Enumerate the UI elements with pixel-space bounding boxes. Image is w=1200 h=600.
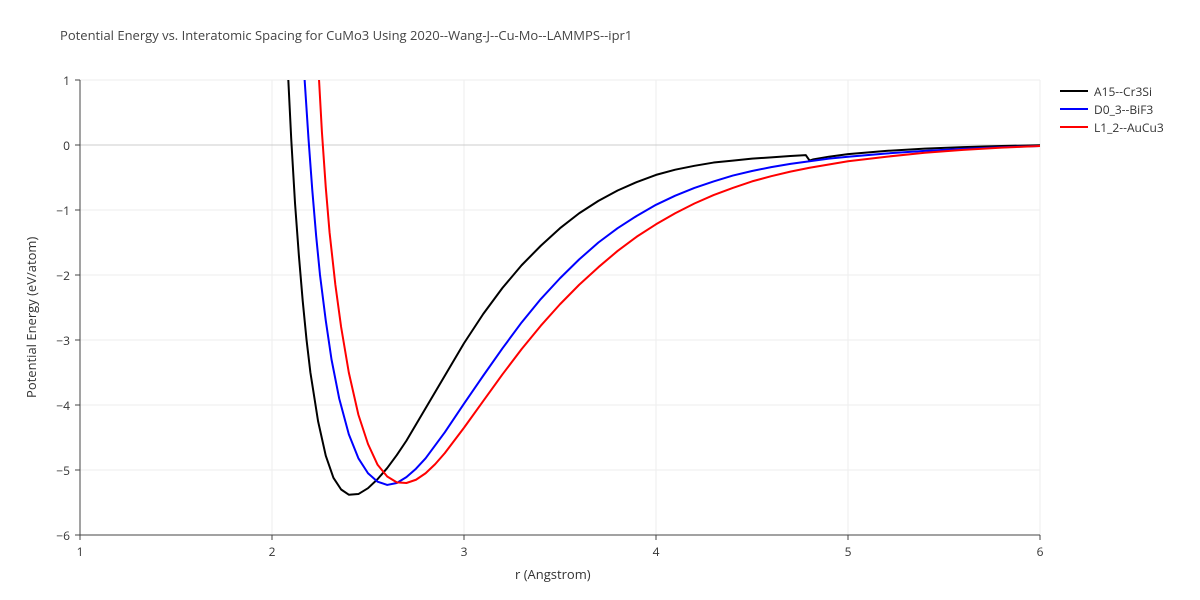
x-tick-label: 1 (65, 543, 95, 560)
y-tick-label: −3 (30, 332, 70, 349)
y-tick-label: −2 (30, 267, 70, 284)
legend-item[interactable]: A15--Cr3Si (1060, 82, 1164, 100)
legend-label: D0_3--BiF3 (1094, 101, 1153, 118)
y-tick-label: 0 (30, 137, 70, 154)
x-axis-label: r (Angstrom) (515, 565, 591, 583)
legend-swatch (1060, 90, 1088, 92)
legend-label: A15--Cr3Si (1094, 83, 1152, 100)
legend-item[interactable]: D0_3--BiF3 (1060, 100, 1164, 118)
chart-title: Potential Energy vs. Interatomic Spacing… (60, 26, 632, 44)
legend: A15--Cr3SiD0_3--BiF3L1_2--AuCu3 (1060, 82, 1164, 136)
legend-swatch (1060, 126, 1088, 128)
chart-svg (0, 0, 1200, 600)
legend-swatch (1060, 108, 1088, 110)
y-tick-label: −4 (30, 397, 70, 414)
legend-item[interactable]: L1_2--AuCu3 (1060, 118, 1164, 136)
x-tick-label: 3 (449, 543, 479, 560)
y-tick-label: 1 (30, 72, 70, 89)
x-tick-label: 4 (641, 543, 671, 560)
y-tick-label: −6 (30, 527, 70, 544)
legend-label: L1_2--AuCu3 (1094, 119, 1164, 136)
x-tick-label: 6 (1025, 543, 1055, 560)
x-tick-label: 5 (833, 543, 863, 560)
y-tick-label: −5 (30, 462, 70, 479)
y-axis-label: Potential Energy (eV/atom) (22, 236, 40, 397)
y-tick-label: −1 (30, 202, 70, 219)
x-tick-label: 2 (257, 543, 287, 560)
